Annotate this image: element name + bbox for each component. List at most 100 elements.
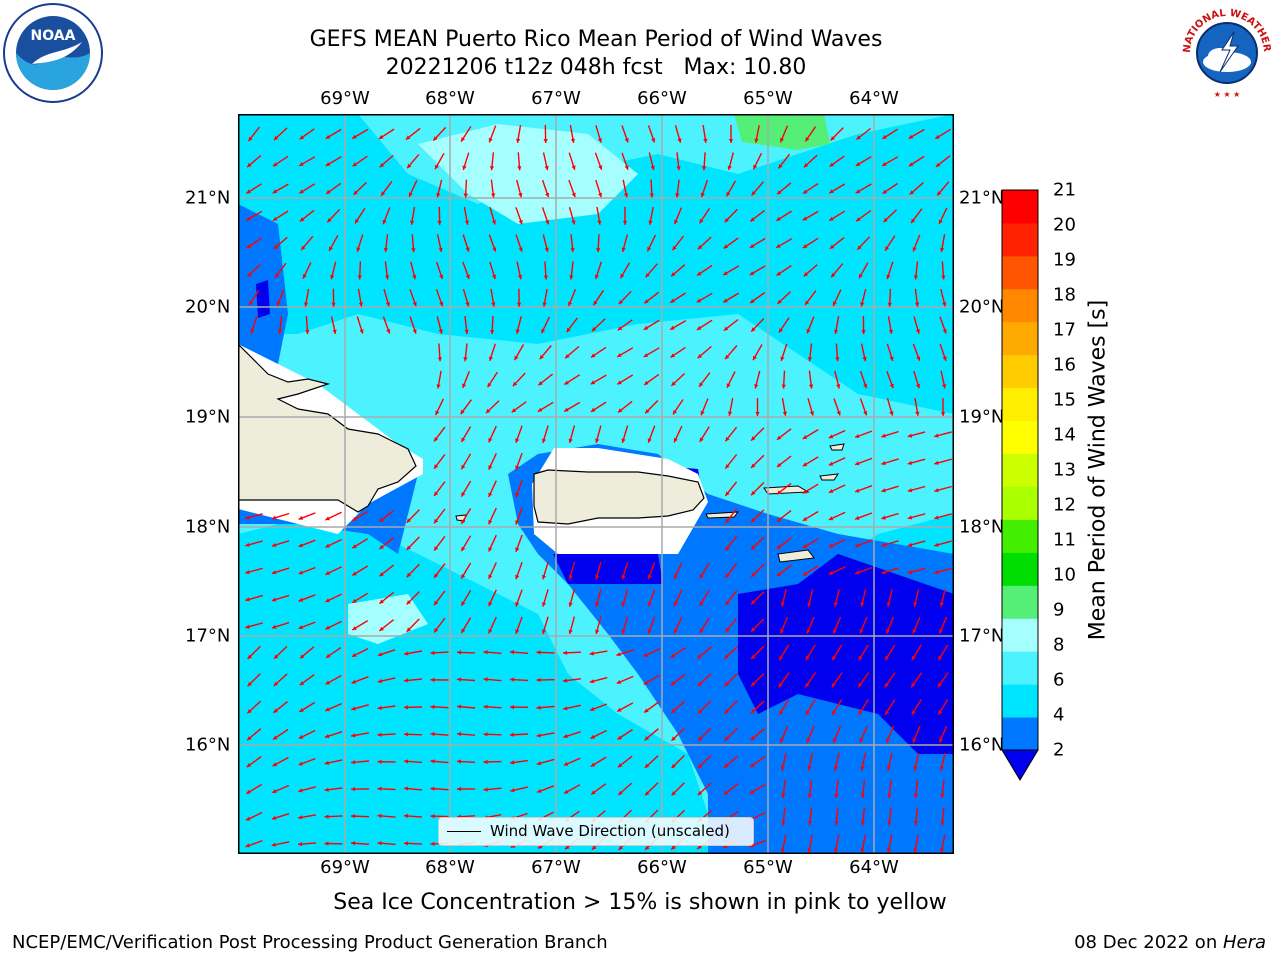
direction-arrow-head xyxy=(406,545,411,550)
direction-arrow-head xyxy=(489,166,495,171)
direction-arrow-head xyxy=(802,544,808,548)
direction-arrow-head xyxy=(860,602,865,607)
direction-arrow-head xyxy=(806,738,811,743)
direction-arrow-head xyxy=(886,738,890,743)
direction-arrow-head xyxy=(298,788,303,793)
field-4-6s-south xyxy=(238,514,708,854)
lat-label-left-21n: 21°N xyxy=(185,187,231,209)
direction-arrow-head xyxy=(331,302,336,307)
direction-arrow-head xyxy=(430,704,435,710)
direction-arrow-head xyxy=(563,761,569,766)
direction-arrow-head xyxy=(776,243,781,248)
direction-arrow-head xyxy=(855,488,860,493)
lon-label-top-68w: 68°W xyxy=(425,88,475,109)
direction-arrow-head xyxy=(491,302,496,307)
direction-arrow-head xyxy=(935,134,940,139)
colorbar-label: Mean Period of Wind Waves [s] xyxy=(1085,299,1111,641)
direction-arrow-head xyxy=(597,220,602,225)
direction-arrow-head xyxy=(802,216,808,221)
direction-arrow-head xyxy=(488,137,493,143)
direction-arrow-head xyxy=(492,274,497,280)
direction-arrow-head xyxy=(457,786,461,792)
direction-arrow-head xyxy=(859,629,864,634)
direction-arrow-head xyxy=(807,821,813,826)
direction-arrow-head xyxy=(351,706,356,711)
direction-arrow-head xyxy=(855,434,860,438)
direction-arrow-head xyxy=(404,759,409,764)
direction-arrow-head xyxy=(834,329,839,334)
direction-arrow-head xyxy=(405,135,411,140)
direction-arrow-head xyxy=(457,704,462,709)
direction-arrow-head xyxy=(465,274,470,279)
direction-arrow-head xyxy=(934,515,939,520)
direction-arrow-head xyxy=(359,329,364,334)
direction-arrow-head xyxy=(407,163,412,169)
direction-arrow-head xyxy=(776,462,782,467)
direction-arrow-head xyxy=(942,356,947,361)
direction-arrow-head xyxy=(723,844,728,848)
field-lt2s-north xyxy=(256,280,270,318)
direction-arrow-head xyxy=(325,707,330,712)
direction-arrow-head xyxy=(352,626,357,630)
direction-arrow-head xyxy=(916,356,921,361)
direction-arrow-head xyxy=(327,218,332,223)
direction-arrow-head xyxy=(671,381,676,386)
direction-arrow-head xyxy=(939,848,945,853)
direction-arrow-head xyxy=(404,705,408,710)
footer-host: Hera xyxy=(1222,932,1266,953)
direction-arrow-head xyxy=(828,461,834,466)
direction-arrow-head xyxy=(298,543,303,548)
direction-arrow-head xyxy=(542,302,547,307)
direction-arrow-head xyxy=(833,766,838,771)
direction-arrow-head xyxy=(325,571,330,575)
direction-arrow-head xyxy=(352,571,357,576)
direction-arrow-head xyxy=(488,465,493,470)
direction-arrow-head xyxy=(568,301,573,307)
direction-arrow-head xyxy=(571,220,576,225)
direction-arrow-head xyxy=(805,137,810,142)
direction-arrow-head xyxy=(430,786,435,791)
direction-arrow-head xyxy=(651,138,656,143)
direction-arrow-head xyxy=(724,654,729,659)
direction-arrow-head xyxy=(248,136,253,142)
direction-arrow-head xyxy=(437,357,442,362)
direction-arrow-head xyxy=(828,543,834,548)
direction-arrow-head xyxy=(617,380,622,385)
direction-arrow-head xyxy=(490,330,495,335)
direction-arrow-head xyxy=(430,731,435,737)
direction-arrow-head xyxy=(887,793,892,798)
colorbar-band xyxy=(1002,321,1038,356)
sea-ice-note: Sea Ice Concentration > 15% is shown in … xyxy=(333,890,947,915)
direction-arrow-head xyxy=(697,654,702,659)
direction-arrow-head xyxy=(271,624,277,629)
direction-arrow-head xyxy=(858,710,863,715)
direction-arrow-head xyxy=(776,517,782,522)
direction-arrow-head xyxy=(273,244,279,249)
direction-arrow-head xyxy=(723,271,728,275)
direction-arrow-head xyxy=(940,821,945,826)
direction-arrow-head xyxy=(697,681,703,686)
direction-arrow-head xyxy=(938,655,943,661)
direction-arrow-head xyxy=(325,625,330,630)
direction-arrow-head xyxy=(673,437,678,443)
direction-arrow-head xyxy=(379,626,384,631)
direction-arrow-head xyxy=(833,602,838,607)
direction-arrow-head xyxy=(728,411,733,416)
lon-label-top-69w: 69°W xyxy=(320,88,370,109)
direction-arrow-head xyxy=(352,516,357,521)
direction-arrow-head xyxy=(617,763,623,768)
direction-arrow-head xyxy=(942,384,947,389)
direction-arrow-head xyxy=(802,516,808,521)
wind-wave-period-map xyxy=(238,114,954,854)
direction-arrow-head xyxy=(298,841,303,847)
direction-arrow-head xyxy=(937,191,942,196)
direction-arrow-head xyxy=(515,547,520,552)
direction-arrow-head xyxy=(934,570,939,575)
direction-arrow-head xyxy=(856,135,861,140)
direction-arrow-head xyxy=(434,600,439,606)
direction-arrow-head xyxy=(536,761,542,766)
direction-arrow-head xyxy=(830,136,835,141)
direction-arrow-head xyxy=(647,629,652,634)
direction-arrow-head xyxy=(299,189,304,194)
direction-arrow-head xyxy=(568,629,573,634)
